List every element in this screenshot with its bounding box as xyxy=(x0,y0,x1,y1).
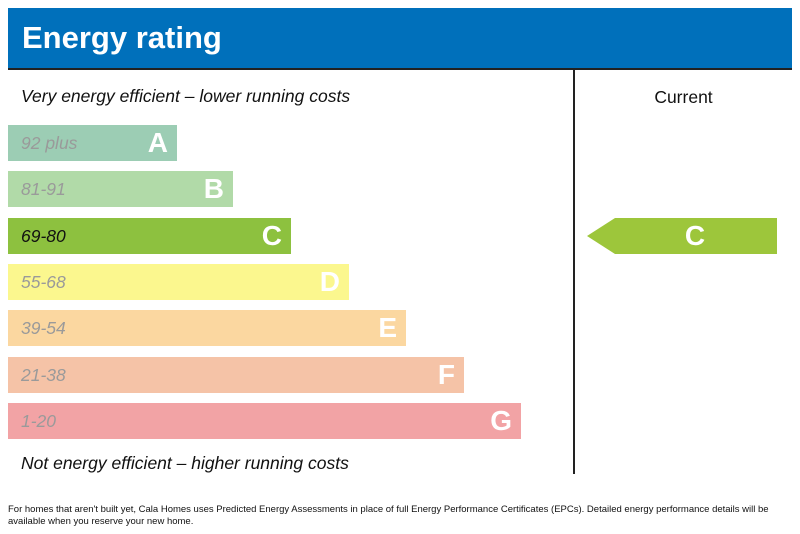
band-letter: D xyxy=(319,266,340,297)
footnote: For homes that aren't built yet, Cala Ho… xyxy=(8,504,769,527)
current-rating-arrow xyxy=(587,218,777,254)
band-g: 1-20 G xyxy=(8,403,521,439)
band-b: 81-91 B xyxy=(8,171,233,207)
band-a: 92 plus A xyxy=(8,125,177,161)
page-title: Energy rating xyxy=(22,20,222,55)
band-range-label: 55-68 xyxy=(21,272,66,292)
header-bar: Energy rating xyxy=(8,8,792,70)
band-letter: A xyxy=(147,127,168,158)
band-d: 55-68 D xyxy=(8,264,349,300)
current-rating-letter: C xyxy=(684,220,706,251)
band-c: 69-80 C xyxy=(8,218,291,254)
bottom-caption: Not energy efficient – higher running co… xyxy=(21,453,349,473)
band-range-label: 69-80 xyxy=(21,226,66,246)
band-range-label: 21-38 xyxy=(21,365,66,385)
column-divider xyxy=(573,70,575,474)
current-column-label: Current xyxy=(654,87,713,107)
top-caption: Very energy efficient – lower running co… xyxy=(21,86,351,106)
band-e: 39-54 E xyxy=(8,310,406,346)
band-f: 21-38 F xyxy=(8,357,464,393)
band-letter: E xyxy=(378,312,397,343)
band-letter: F xyxy=(437,359,455,390)
band-letter: G xyxy=(490,405,512,436)
band-range-label: 1-20 xyxy=(21,411,57,431)
band-letter: B xyxy=(203,173,224,204)
band-range-label: 81-91 xyxy=(21,179,66,199)
band-range-label: 39-54 xyxy=(21,318,66,338)
band-range-label: 92 plus xyxy=(21,133,78,153)
band-letter: C xyxy=(261,220,282,251)
